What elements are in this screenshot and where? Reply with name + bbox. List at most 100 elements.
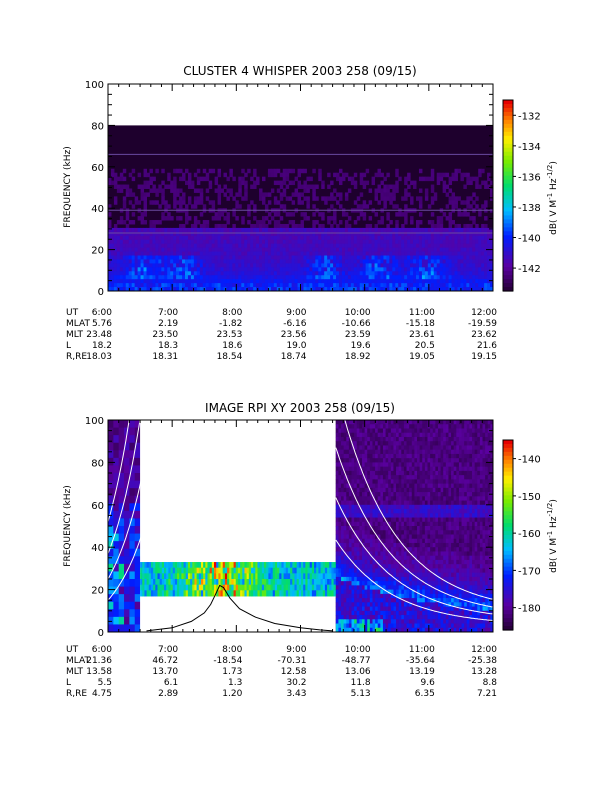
- spectrogram-cell: [181, 584, 185, 591]
- spectrogram-cell: [341, 551, 345, 557]
- spectrogram-cell: [177, 562, 180, 569]
- spectrogram-cell: [247, 239, 251, 245]
- spectrogram-cell: [356, 585, 360, 591]
- spectrogram-cell: [306, 227, 310, 233]
- spectrogram-cell: [424, 188, 429, 193]
- spectrogram-cell: [393, 568, 397, 574]
- spectrogram-cell: [407, 184, 411, 189]
- spectrogram-cell: [256, 255, 260, 260]
- spectrogram-cell: [392, 267, 396, 272]
- spectrogram-cell: [291, 231, 296, 237]
- spectrogram-cell: [330, 196, 334, 201]
- spectrogram-cell: [382, 551, 387, 557]
- spectrogram-cell: [354, 627, 358, 632]
- spectrogram-cell: [134, 556, 141, 565]
- spectrogram-cell: [185, 168, 189, 174]
- spectrogram-cell: [377, 436, 381, 442]
- spectrogram-cell: [158, 239, 162, 245]
- spectrogram-cell: [208, 239, 213, 245]
- spectrogram-cell: [110, 259, 115, 264]
- spectrogram-cell: [134, 231, 139, 237]
- spectrogram-cell: [241, 176, 245, 182]
- spectrogram-cell: [333, 235, 337, 241]
- spectrogram-cell: [116, 271, 121, 276]
- ephemeris-value: 18.6: [222, 341, 242, 351]
- spectrogram-cell: [380, 517, 384, 523]
- spectrogram-cell: [430, 239, 435, 245]
- spectrogram-cell: [359, 243, 364, 249]
- spectrogram-cell: [144, 573, 148, 580]
- spectrogram-cell: [318, 263, 322, 268]
- spectrogram-cell: [297, 192, 301, 197]
- spectrogram-cell: [238, 192, 242, 197]
- spectrogram-cell: [273, 247, 278, 253]
- spectrogram-cell: [430, 172, 435, 178]
- spectrogram-cell: [320, 562, 324, 569]
- spectrogram-cell: [353, 275, 358, 280]
- spectrogram-cell: [192, 579, 195, 586]
- spectrogram-cell: [484, 251, 488, 257]
- spectrogram-cell: [152, 271, 156, 276]
- spectrogram-cell: [149, 255, 153, 260]
- spectrogram-cell: [193, 251, 198, 257]
- spectrogram-cell: [179, 562, 182, 569]
- spectrogram-cell: [128, 192, 133, 197]
- spectrogram-cell: [484, 223, 488, 229]
- spectrogram-cell: [390, 606, 394, 612]
- spectrogram-cell: [436, 220, 441, 225]
- spectrogram-cell: [264, 573, 267, 580]
- spectrogram-cell: [364, 576, 368, 582]
- spectrogram-cell: [143, 212, 147, 217]
- spectrogram-cell: [140, 267, 145, 272]
- spectrogram-cell: [292, 573, 295, 580]
- spectrogram-cell: [385, 462, 389, 468]
- spectrogram-cell: [182, 231, 186, 237]
- spectrogram-cell: [451, 243, 455, 249]
- spectrogram-cell: [396, 458, 400, 463]
- spectrogram-cell: [339, 243, 343, 249]
- spectrogram-cell: [460, 176, 464, 182]
- spectrogram-cell: [250, 231, 254, 237]
- spectrogram-cell: [418, 227, 423, 233]
- spectrogram-cell: [445, 283, 450, 288]
- spectrogram-cell: [176, 287, 180, 291]
- spectrogram-cell: [309, 590, 313, 597]
- spectrogram-cell: [382, 576, 387, 582]
- spectrogram-cell: [118, 556, 125, 565]
- spectrogram-cell: [159, 584, 163, 591]
- spectrogram-cell: [267, 212, 272, 217]
- spectrogram-cell: [454, 223, 458, 229]
- spectrogram-cell: [122, 255, 127, 260]
- spectrogram-cell: [309, 275, 313, 280]
- spectrogram-cell: [421, 239, 426, 245]
- spectrogram-cell: [484, 239, 488, 245]
- spectrogram-cell: [386, 235, 390, 241]
- spectrogram-cell: [451, 271, 455, 276]
- spectrogram-cell: [202, 231, 207, 237]
- spectrogram-cell: [385, 619, 389, 625]
- spectrogram-cell: [229, 584, 232, 591]
- spectrogram-cell: [187, 573, 191, 580]
- spectrogram-cell: [475, 223, 479, 229]
- spectrogram-cell: [343, 492, 347, 497]
- spectrogram-cell: [238, 283, 242, 288]
- spectrogram-cell: [396, 492, 400, 497]
- spectrogram-cell: [291, 212, 296, 217]
- spectrogram-cell: [173, 200, 177, 205]
- spectrogram-cell: [108, 223, 112, 229]
- spectrogram-cell: [463, 212, 467, 217]
- spectrogram-cell: [410, 235, 414, 241]
- spectrogram-cell: [131, 255, 136, 260]
- spectrogram-cell: [338, 509, 342, 514]
- spectrogram-cell: [369, 492, 373, 497]
- spectrogram-cell: [282, 235, 287, 241]
- spectrogram-cell: [362, 184, 367, 189]
- spectrogram-cell: [380, 500, 384, 506]
- spectrogram-cell: [338, 500, 342, 506]
- spectrogram-cell: [244, 279, 248, 284]
- spectrogram-cell: [140, 243, 145, 249]
- spectrogram-cell: [339, 227, 343, 233]
- spectrogram-cell: [385, 534, 389, 540]
- spectrogram-cell: [481, 259, 485, 264]
- spectrogram-cell: [380, 239, 384, 245]
